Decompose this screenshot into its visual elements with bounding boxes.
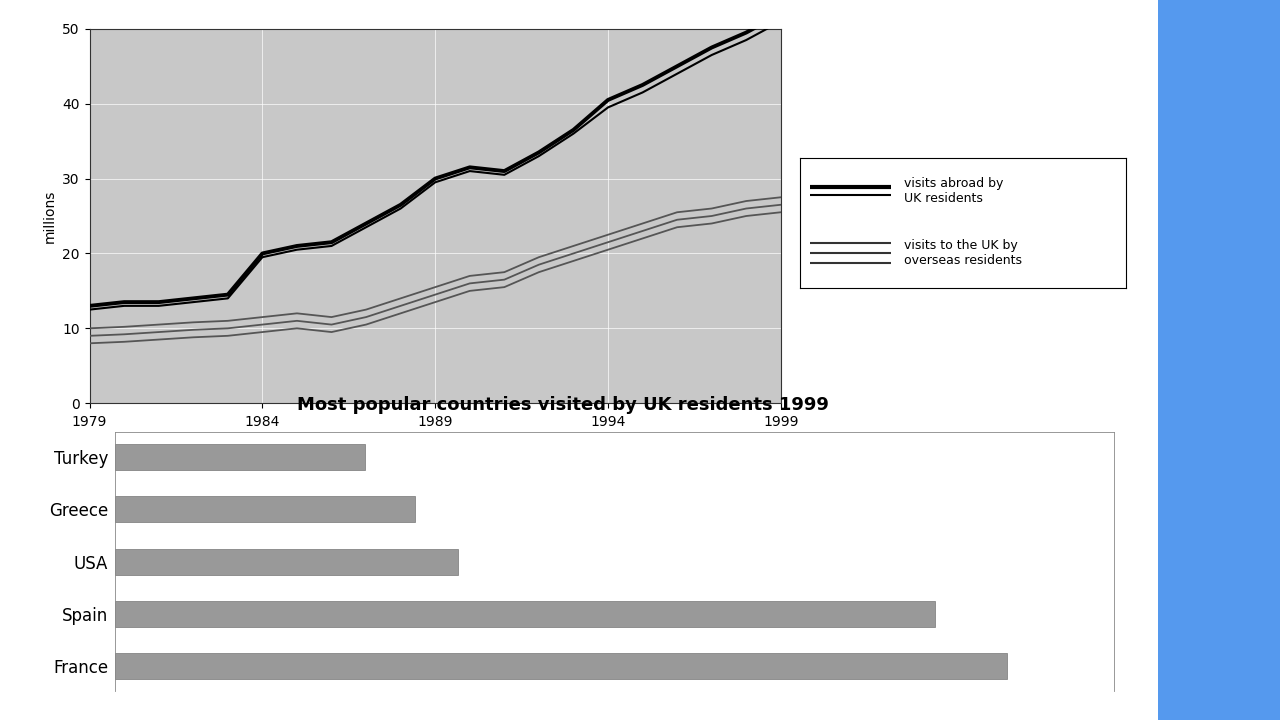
Bar [115, 601, 936, 627]
Bar [115, 653, 1006, 680]
Bar [115, 496, 415, 522]
Bar [115, 549, 457, 575]
Text: visits abroad by
UK residents: visits abroad by UK residents [905, 177, 1004, 204]
Text: visits to the UK by
overseas residents: visits to the UK by overseas residents [905, 239, 1023, 267]
Text: Most popular countries visited by UK residents 1999: Most popular countries visited by UK res… [297, 396, 829, 414]
Bar [115, 444, 365, 470]
Y-axis label: millions: millions [42, 189, 56, 243]
